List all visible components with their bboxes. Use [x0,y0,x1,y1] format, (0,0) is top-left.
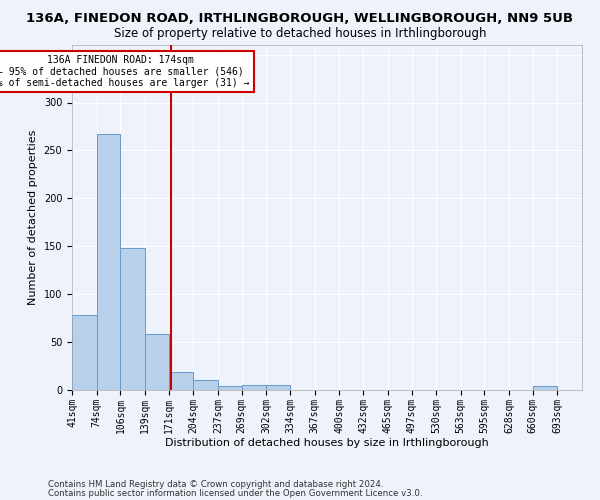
X-axis label: Distribution of detached houses by size in Irthlingborough: Distribution of detached houses by size … [165,438,489,448]
Bar [218,386,242,390]
Bar [533,386,557,390]
Bar [121,248,145,390]
Text: Size of property relative to detached houses in Irthlingborough: Size of property relative to detached ho… [114,28,486,40]
Bar [72,316,97,390]
Text: 136A FINEDON ROAD: 174sqm
← 95% of detached houses are smaller (546)
5% of semi-: 136A FINEDON ROAD: 174sqm ← 95% of detac… [0,54,250,88]
Bar [193,380,218,390]
Y-axis label: Number of detached properties: Number of detached properties [28,130,38,305]
Bar [145,334,169,390]
Text: Contains HM Land Registry data © Crown copyright and database right 2024.: Contains HM Land Registry data © Crown c… [48,480,383,489]
Bar [242,385,266,390]
Text: 136A, FINEDON ROAD, IRTHLINGBOROUGH, WELLINGBOROUGH, NN9 5UB: 136A, FINEDON ROAD, IRTHLINGBOROUGH, WEL… [26,12,574,26]
Bar [266,385,290,390]
Bar [97,134,121,390]
Text: Contains public sector information licensed under the Open Government Licence v3: Contains public sector information licen… [48,489,422,498]
Bar [169,372,193,390]
